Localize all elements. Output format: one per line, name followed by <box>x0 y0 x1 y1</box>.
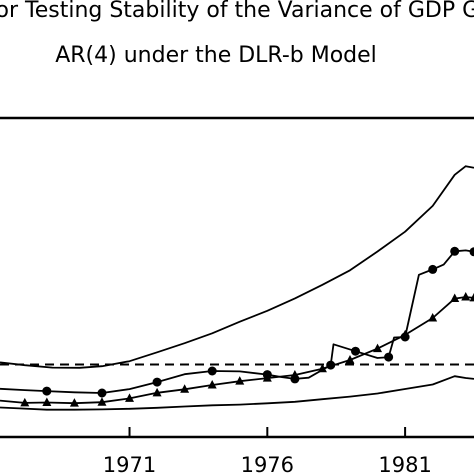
series-line-4 <box>0 375 474 411</box>
series-3-triangle-marker <box>262 373 272 382</box>
series-3-triangle-marker <box>450 293 460 303</box>
series-2-circle-marker <box>207 366 217 376</box>
series-3-triangle-marker <box>20 397 30 407</box>
series-3-triangle-marker <box>152 387 162 397</box>
plot-area <box>0 116 474 439</box>
series-3-triangle-marker <box>69 398 79 407</box>
x-tick-label-1971: 1971 <box>103 453 156 474</box>
series-3-triangle-marker <box>469 292 474 302</box>
x-axis: 1971 1976 1981 <box>103 427 432 474</box>
series-3-triangle-marker <box>400 329 410 339</box>
series-3-triangle-marker <box>235 376 245 385</box>
series-2-circle-marker <box>152 377 162 387</box>
series-3-triangle-marker <box>428 313 438 322</box>
series-3-triangle-marker <box>373 343 383 353</box>
chart-title-line-2: AR(4) under the DLR-b Model <box>55 43 377 68</box>
series-2-circle-marker <box>42 386 52 396</box>
series-line-2 <box>0 249 474 394</box>
series-2-circle-marker <box>450 246 460 256</box>
series-layer <box>0 165 474 411</box>
x-tick-label-1981: 1981 <box>378 453 431 474</box>
series-3-triangle-marker <box>42 397 52 407</box>
chart-title-line-1: for Testing Stability of the Variance of… <box>0 0 474 23</box>
series-line-1 <box>0 165 474 369</box>
series-3-triangle-marker <box>97 397 107 406</box>
series-3-triangle-marker <box>180 384 190 393</box>
series-3-triangle-marker <box>207 380 217 389</box>
series-2-circle-marker <box>351 346 360 356</box>
x-tick-label-1976: 1976 <box>241 453 294 474</box>
series-2-circle-marker <box>97 388 107 398</box>
series-3-triangle-marker <box>317 363 327 373</box>
series-3-triangle-marker <box>345 354 355 364</box>
series-3-triangle-marker <box>290 369 300 379</box>
series-line-3 <box>0 296 474 405</box>
series-2-circle-marker <box>428 264 438 274</box>
series-2-circle-marker <box>384 352 394 362</box>
series-3-triangle-marker <box>125 393 135 402</box>
series-3-triangle-marker <box>461 291 471 301</box>
series-2-circle-marker <box>469 247 474 257</box>
